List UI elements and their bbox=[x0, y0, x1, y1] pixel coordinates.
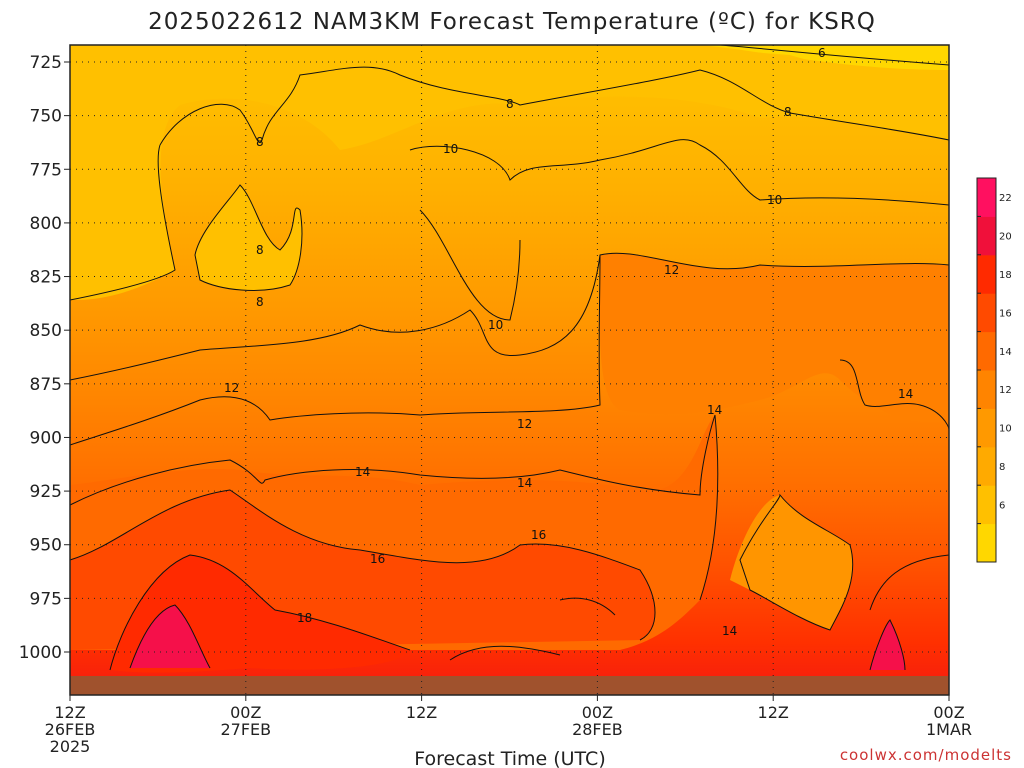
x-tick-label: 12Z bbox=[406, 703, 437, 722]
colorbar-label: 6 bbox=[999, 500, 1005, 511]
y-tick-label: 800 bbox=[30, 214, 62, 234]
plot-frame bbox=[69, 44, 950, 696]
contour-label: 16 bbox=[531, 528, 546, 542]
ground-surface bbox=[70, 676, 949, 695]
x-tick-label: 00Z bbox=[582, 703, 613, 722]
credit-text: coolwx.com/modelts bbox=[840, 746, 1012, 764]
band-8-region bbox=[70, 45, 949, 300]
band-6-region bbox=[700, 45, 949, 75]
x-axis-label: Forecast Time (UTC) bbox=[414, 748, 605, 768]
y-tick-label: 975 bbox=[30, 589, 62, 609]
y-tick-label: 725 bbox=[30, 53, 62, 73]
contour-label: 14 bbox=[707, 403, 722, 417]
contour-line-8-upper bbox=[159, 66, 950, 146]
contour-label: 10 bbox=[488, 318, 503, 332]
colorbar-label: 10 bbox=[999, 424, 1012, 435]
y-tick-label: 950 bbox=[30, 536, 62, 556]
contour-label: 12 bbox=[224, 381, 239, 395]
x-tick-label: 00Z bbox=[933, 703, 964, 722]
colorbar-label: 16 bbox=[999, 308, 1012, 319]
band-8-island bbox=[195, 185, 302, 291]
colorbar-swatch bbox=[977, 216, 996, 256]
contour-label: 12 bbox=[664, 263, 679, 277]
colorbar-swatch bbox=[977, 370, 996, 409]
chart-title: 2025022612 NAM3KM Forecast Temperature (… bbox=[148, 9, 876, 35]
contour-label: 6 bbox=[818, 46, 826, 60]
x-tick-label: 12Z bbox=[758, 703, 789, 722]
y-tick-label: 1000 bbox=[19, 643, 62, 663]
y-tick-label: 750 bbox=[30, 107, 62, 127]
contour-lines bbox=[69, 44, 950, 671]
contour-line-20 bbox=[129, 604, 906, 671]
contour-line-16 bbox=[69, 489, 950, 641]
colorbar-label: 8 bbox=[999, 462, 1005, 473]
x-tick-label: 26FEB bbox=[45, 720, 96, 739]
colorbar-swatch bbox=[977, 523, 996, 563]
colorbar-label: 14 bbox=[999, 347, 1012, 358]
colorbar-swatch bbox=[977, 254, 996, 294]
colorbar: 6 8 10 12 14 16 18 20 22 bbox=[976, 177, 1012, 563]
band-20-right bbox=[870, 620, 905, 670]
y-tick-label: 775 bbox=[30, 160, 62, 180]
y-axis: 725 750 775 800 825 850 875 900 925 950 975 1000 bbox=[19, 53, 70, 663]
colorbar-swatch bbox=[977, 485, 996, 525]
y-tick-label: 850 bbox=[30, 321, 62, 341]
contour-label: 14 bbox=[355, 465, 370, 479]
x-tick-label: 00Z bbox=[230, 703, 261, 722]
contour-line-6 bbox=[719, 44, 950, 66]
contour-label: 14 bbox=[722, 624, 737, 638]
x-tick-label: 28FEB bbox=[572, 720, 623, 739]
contour-label: 14 bbox=[898, 387, 913, 401]
colorbar-label: 22 bbox=[999, 193, 1012, 204]
contour-line-14 bbox=[69, 359, 950, 631]
colorbar-swatch bbox=[977, 446, 996, 486]
colorbar-swatch bbox=[977, 293, 996, 333]
contour-line-10 bbox=[69, 139, 950, 321]
band-14-right bbox=[730, 495, 853, 630]
contour-line-18 bbox=[109, 554, 616, 671]
contour-labels: 6 8 8 8 8 8 10 10 10 12 12 12 14 14 14 1… bbox=[224, 46, 913, 638]
contour-label: 8 bbox=[256, 295, 264, 309]
contour-line-12 bbox=[69, 252, 950, 446]
y-tick-label: 875 bbox=[30, 375, 62, 395]
contour-label: 8 bbox=[784, 105, 792, 119]
contour-label: 10 bbox=[443, 142, 458, 156]
colorbar-label: 18 bbox=[999, 270, 1012, 281]
colorbar-label: 20 bbox=[999, 232, 1012, 243]
x-tick-label: 27FEB bbox=[220, 720, 271, 739]
colorbar-swatch bbox=[977, 331, 996, 371]
contour-label: 8 bbox=[256, 243, 264, 257]
colorbar-label: 12 bbox=[999, 385, 1012, 396]
y-tick-label: 825 bbox=[30, 268, 62, 288]
y-tick-label: 900 bbox=[30, 428, 62, 448]
contour-line-8-island bbox=[194, 184, 303, 291]
x-tick-label: 2025 bbox=[50, 737, 91, 756]
contour-label: 10 bbox=[767, 193, 782, 207]
y-tick-label: 925 bbox=[30, 482, 62, 502]
contour-label: 8 bbox=[506, 97, 514, 111]
colorbar-swatch bbox=[977, 178, 996, 217]
x-tick-label: 1MAR bbox=[926, 720, 972, 739]
contour-label: 8 bbox=[256, 135, 264, 149]
contour-label: 18 bbox=[297, 611, 312, 625]
contour-label: 14 bbox=[517, 476, 532, 490]
x-tick-label: 12Z bbox=[54, 703, 85, 722]
contour-label: 12 bbox=[517, 417, 532, 431]
colorbar-swatch bbox=[977, 408, 996, 448]
contour-label: 16 bbox=[370, 552, 385, 566]
band-12-region bbox=[599, 253, 949, 422]
